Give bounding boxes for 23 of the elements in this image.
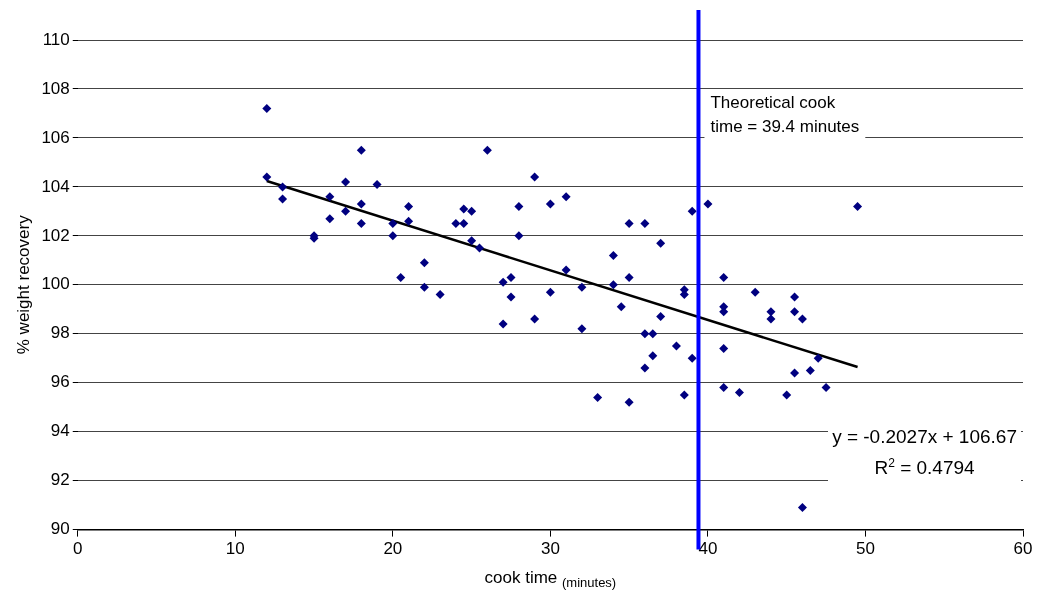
y-tick-label: 98 [50, 323, 70, 343]
y-tick-label: 110 [42, 29, 70, 49]
y-tick-label: 92 [50, 470, 70, 490]
ref-line-label: Theoretical cook time = 39.4 minutes [710, 93, 860, 137]
x-tick-label: 10 [225, 539, 245, 559]
x-tick-label: 20 [383, 539, 403, 559]
x-tick-label: 0 [73, 539, 83, 559]
y-tick-label: 106 [41, 127, 70, 147]
y-tick-label: 94 [50, 421, 70, 441]
y-tick-label: 100 [41, 274, 70, 294]
x-tick-label: 50 [856, 539, 875, 559]
x-axis-title: cook time $_{(minutes)}$ [483, 567, 618, 590]
y-tick-label: 102 [41, 225, 70, 245]
x-tick-label: 40 [698, 539, 718, 559]
y-tick-label: 90 [50, 519, 70, 539]
y-tick-label: 96 [50, 372, 70, 392]
annotation: R$^{2}$ = 0.4794 [873, 455, 976, 481]
x-tick-label: 60 [1013, 539, 1033, 559]
y-axis-title: % weight recovery [13, 214, 33, 355]
annotation: y = -0.2027x + 106.67 [832, 425, 1017, 450]
y-tick-label: 104 [41, 176, 70, 196]
x-tick-label: 30 [540, 539, 560, 559]
y-tick-label: 108 [41, 78, 70, 98]
